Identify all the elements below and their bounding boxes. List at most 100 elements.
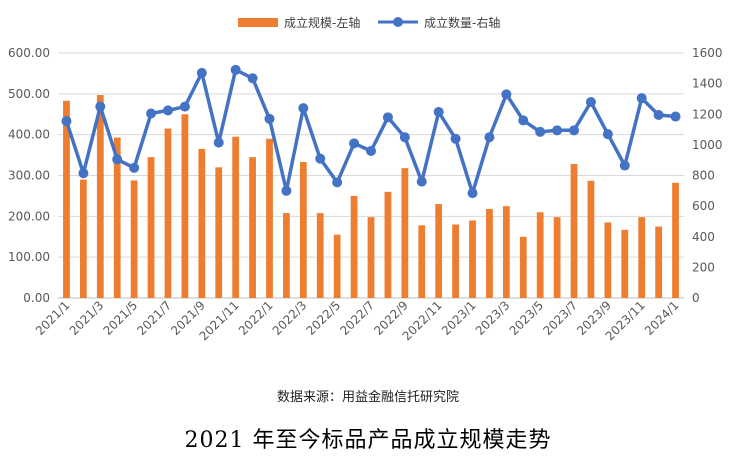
line-point xyxy=(281,185,292,196)
left-tick-label: 600.00 xyxy=(8,46,50,60)
bar xyxy=(63,100,70,299)
line-point xyxy=(518,115,529,126)
x-tick-label: 2023/7 xyxy=(540,298,580,338)
bar xyxy=(536,212,544,298)
left-tick-label: 100.00 xyxy=(8,250,50,264)
line-point xyxy=(569,125,580,136)
bar xyxy=(519,236,527,298)
line-point xyxy=(501,89,512,100)
bar xyxy=(502,206,510,298)
x-tick-label: 2022/5 xyxy=(304,298,344,338)
right-tick-label: 0 xyxy=(692,291,700,305)
bar xyxy=(283,213,290,298)
line-point xyxy=(146,108,157,119)
line-point xyxy=(162,105,173,116)
line-point xyxy=(95,101,106,112)
bar xyxy=(486,208,493,298)
bar xyxy=(469,220,476,298)
right-tick-label: 1200 xyxy=(692,107,723,121)
line-point xyxy=(636,93,647,104)
line-point xyxy=(196,67,207,78)
bar xyxy=(198,148,206,298)
right-tick-label: 200 xyxy=(692,260,715,274)
bar xyxy=(638,217,646,298)
source-note: 数据来源：用益金融信托研究院 xyxy=(276,390,459,405)
legend-label-bar: 成立规模-左轴 xyxy=(284,15,360,30)
line-point xyxy=(450,133,461,144)
x-tick-label: 2022/3 xyxy=(270,298,310,338)
line-point xyxy=(366,146,376,156)
bar xyxy=(215,167,223,298)
bar xyxy=(401,168,409,298)
bar xyxy=(130,180,138,298)
legend-swatch-marker xyxy=(393,17,403,27)
chart-caption: 2021 年至今标品产品成立规模走势 xyxy=(184,428,552,453)
legend-label-line: 成立数量-右轴 xyxy=(424,15,500,30)
left-tick-label: 400.00 xyxy=(8,128,50,142)
bar xyxy=(452,224,459,298)
line-point xyxy=(653,110,664,121)
right-tick-label: 800 xyxy=(692,169,715,183)
right-tick-label: 600 xyxy=(692,199,715,213)
line-point xyxy=(602,129,613,140)
line-point xyxy=(552,125,563,136)
line-point xyxy=(264,113,275,124)
line-point xyxy=(619,160,630,171)
bar xyxy=(621,229,629,298)
legend-swatch-bar xyxy=(238,18,278,27)
right-tick-label: 400 xyxy=(692,230,715,244)
legend: 成立规模-左轴 成立数量-右轴 xyxy=(238,15,500,30)
right-tick-label: 1400 xyxy=(692,77,723,91)
line-point xyxy=(78,168,89,179)
bar xyxy=(299,162,307,298)
line-point xyxy=(382,112,393,123)
bar xyxy=(655,226,663,298)
bar xyxy=(333,234,341,298)
bars xyxy=(63,95,679,299)
bar xyxy=(367,217,375,298)
bar xyxy=(79,179,87,298)
line-point xyxy=(179,101,190,112)
line-point xyxy=(112,154,123,165)
line-point xyxy=(585,97,596,107)
x-tick-label: 2022/1 xyxy=(236,298,276,338)
line-point xyxy=(298,103,309,114)
right-tick-label: 1600 xyxy=(692,46,723,60)
line-point xyxy=(467,188,478,199)
bar xyxy=(587,180,595,298)
line-point xyxy=(416,176,427,187)
left-tick-label: 200.00 xyxy=(8,209,50,223)
bar xyxy=(164,128,172,298)
line-point xyxy=(670,111,681,122)
line-point xyxy=(315,153,326,164)
bar xyxy=(418,225,426,298)
bar xyxy=(266,138,273,298)
line-point xyxy=(433,106,444,117)
line-point xyxy=(399,132,410,143)
bar xyxy=(316,213,324,298)
left-axis-ticks: 0.00 100.00 200.00 300.00 400.00 500.00 600.00 xyxy=(8,46,50,305)
bar xyxy=(384,191,392,298)
line-point xyxy=(129,162,140,173)
left-tick-label: 0.00 xyxy=(23,291,50,305)
gridlines xyxy=(58,52,684,299)
bar xyxy=(672,182,679,298)
x-tick-label: 2021/5 xyxy=(101,298,141,338)
bar xyxy=(604,222,612,298)
right-tick-label: 1000 xyxy=(692,138,723,152)
bar xyxy=(435,204,443,298)
line-point xyxy=(213,137,224,148)
x-axis-ticks: 2021/12021/32021/52021/72021/92021/11202… xyxy=(33,298,682,343)
bar xyxy=(113,137,121,298)
line-point xyxy=(61,116,72,127)
bar xyxy=(181,114,189,298)
chart: 0.00 100.00 200.00 300.00 400.00 500.00 600.00… xyxy=(8,15,723,343)
bar xyxy=(96,95,104,298)
bar xyxy=(249,157,256,298)
left-tick-label: 500.00 xyxy=(8,87,50,101)
line-point xyxy=(484,132,495,143)
x-tick-label: 2023/1 xyxy=(439,298,479,338)
line-series xyxy=(61,64,681,199)
x-tick-label: 2021/7 xyxy=(134,298,174,338)
line-point xyxy=(535,126,546,137)
